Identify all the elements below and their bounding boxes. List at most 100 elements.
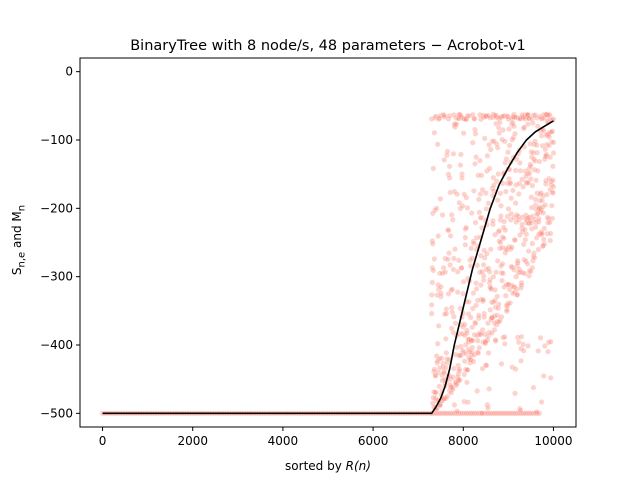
scatter-point <box>529 264 536 271</box>
x-axis: 0 2000 4000 6000 8000 10000 <box>99 427 573 448</box>
scatter-point <box>450 150 457 157</box>
scatter-point <box>523 258 529 265</box>
x-tick-label: 0 <box>99 434 107 448</box>
scatter-point <box>494 312 501 319</box>
scatter-point <box>503 308 510 315</box>
x-tick-label: 6000 <box>358 434 389 448</box>
scatter-point <box>486 141 492 148</box>
scatter-point <box>510 290 516 297</box>
scatter-point <box>493 140 500 147</box>
scatter-point <box>544 230 551 237</box>
scatter-point <box>483 250 490 257</box>
scatter-point <box>537 191 543 198</box>
scatter-point <box>536 158 543 165</box>
scatter-point <box>508 195 515 202</box>
scatter-point <box>538 206 544 213</box>
scatter-point <box>499 410 506 417</box>
scatter-point <box>450 329 457 336</box>
scatter-point <box>528 225 535 232</box>
scatter-point <box>507 179 514 186</box>
scatter-point <box>510 410 516 417</box>
scatter-point <box>437 293 444 300</box>
scatter-point <box>522 236 529 243</box>
scatter-point <box>469 111 476 118</box>
scatter-point <box>510 120 516 126</box>
scatter-point <box>492 337 499 343</box>
scatter-point <box>514 291 521 298</box>
scatter-point <box>522 410 528 417</box>
scatter-point <box>437 195 444 202</box>
x-axis-title-prefix: sorted by <box>285 459 346 473</box>
scatter-point <box>454 268 461 275</box>
scatter-point <box>514 334 521 341</box>
scatter-point <box>460 290 466 297</box>
scatter-point <box>512 130 518 137</box>
scatter-point <box>497 239 504 246</box>
scatter-point <box>459 175 465 181</box>
scatter-point <box>514 257 521 264</box>
scatter-point <box>496 130 503 136</box>
scatter-point <box>518 279 525 286</box>
scatter-point <box>494 293 501 300</box>
scatter-point <box>540 127 547 134</box>
scatter-point <box>469 410 476 417</box>
scatter-point <box>429 240 436 247</box>
scatter-point <box>447 375 454 382</box>
scatter-point <box>485 333 491 340</box>
scatter-point <box>484 152 491 159</box>
scatter-point <box>549 215 556 222</box>
scatter-point <box>532 196 539 203</box>
scatter-point <box>495 410 502 417</box>
scatter-point <box>449 374 456 380</box>
scatter-point <box>454 289 461 296</box>
scatter-point <box>449 286 456 293</box>
x-tick-label: 8000 <box>448 434 479 448</box>
scatter-point <box>515 269 522 276</box>
scatter-point <box>455 362 462 369</box>
scatter-point <box>462 234 469 241</box>
scatter-point <box>455 257 462 264</box>
scatter-point <box>525 248 532 255</box>
scatter-point <box>520 347 527 354</box>
scatter-point <box>502 188 509 195</box>
scatter-point <box>498 213 504 219</box>
scatter-point <box>528 220 535 227</box>
scatter-point <box>506 126 512 133</box>
scatter-point <box>548 129 555 136</box>
scatter-point <box>525 121 531 128</box>
x-tick-label: 10000 <box>534 434 572 448</box>
scatter-point <box>471 116 478 122</box>
scatter-point <box>537 113 543 120</box>
mean-line <box>102 120 554 415</box>
scatter-point <box>431 129 438 136</box>
scatter-point <box>550 183 557 190</box>
scatter-point <box>502 227 509 234</box>
scatter-point <box>491 410 498 417</box>
scatter-point <box>466 298 472 305</box>
scatter-point <box>510 187 516 194</box>
scatter-point <box>531 156 537 163</box>
scatter-point <box>470 187 477 194</box>
scatter-point <box>481 310 488 317</box>
scatter-point <box>456 366 463 373</box>
scatter-point <box>483 205 490 212</box>
scatter-point <box>459 410 465 417</box>
scatter-point <box>448 383 455 390</box>
scatter-point <box>461 410 468 417</box>
scatter-point <box>517 167 524 174</box>
scatter-point <box>469 255 476 262</box>
scatter-point <box>472 160 478 167</box>
scatter-point <box>533 142 540 149</box>
scatter-point <box>482 190 489 197</box>
scatter-point <box>454 191 460 198</box>
scatter-point <box>500 224 507 231</box>
scatter-point <box>455 376 462 383</box>
scatter-point <box>475 350 482 357</box>
scatter-point <box>526 170 533 177</box>
scatter-point <box>483 362 490 369</box>
scatter-point <box>449 216 456 223</box>
scatter-point <box>469 344 476 351</box>
scatter-point <box>467 410 474 417</box>
x-axis-title: sorted by R(n) <box>285 459 371 473</box>
scatter-point <box>487 276 493 283</box>
